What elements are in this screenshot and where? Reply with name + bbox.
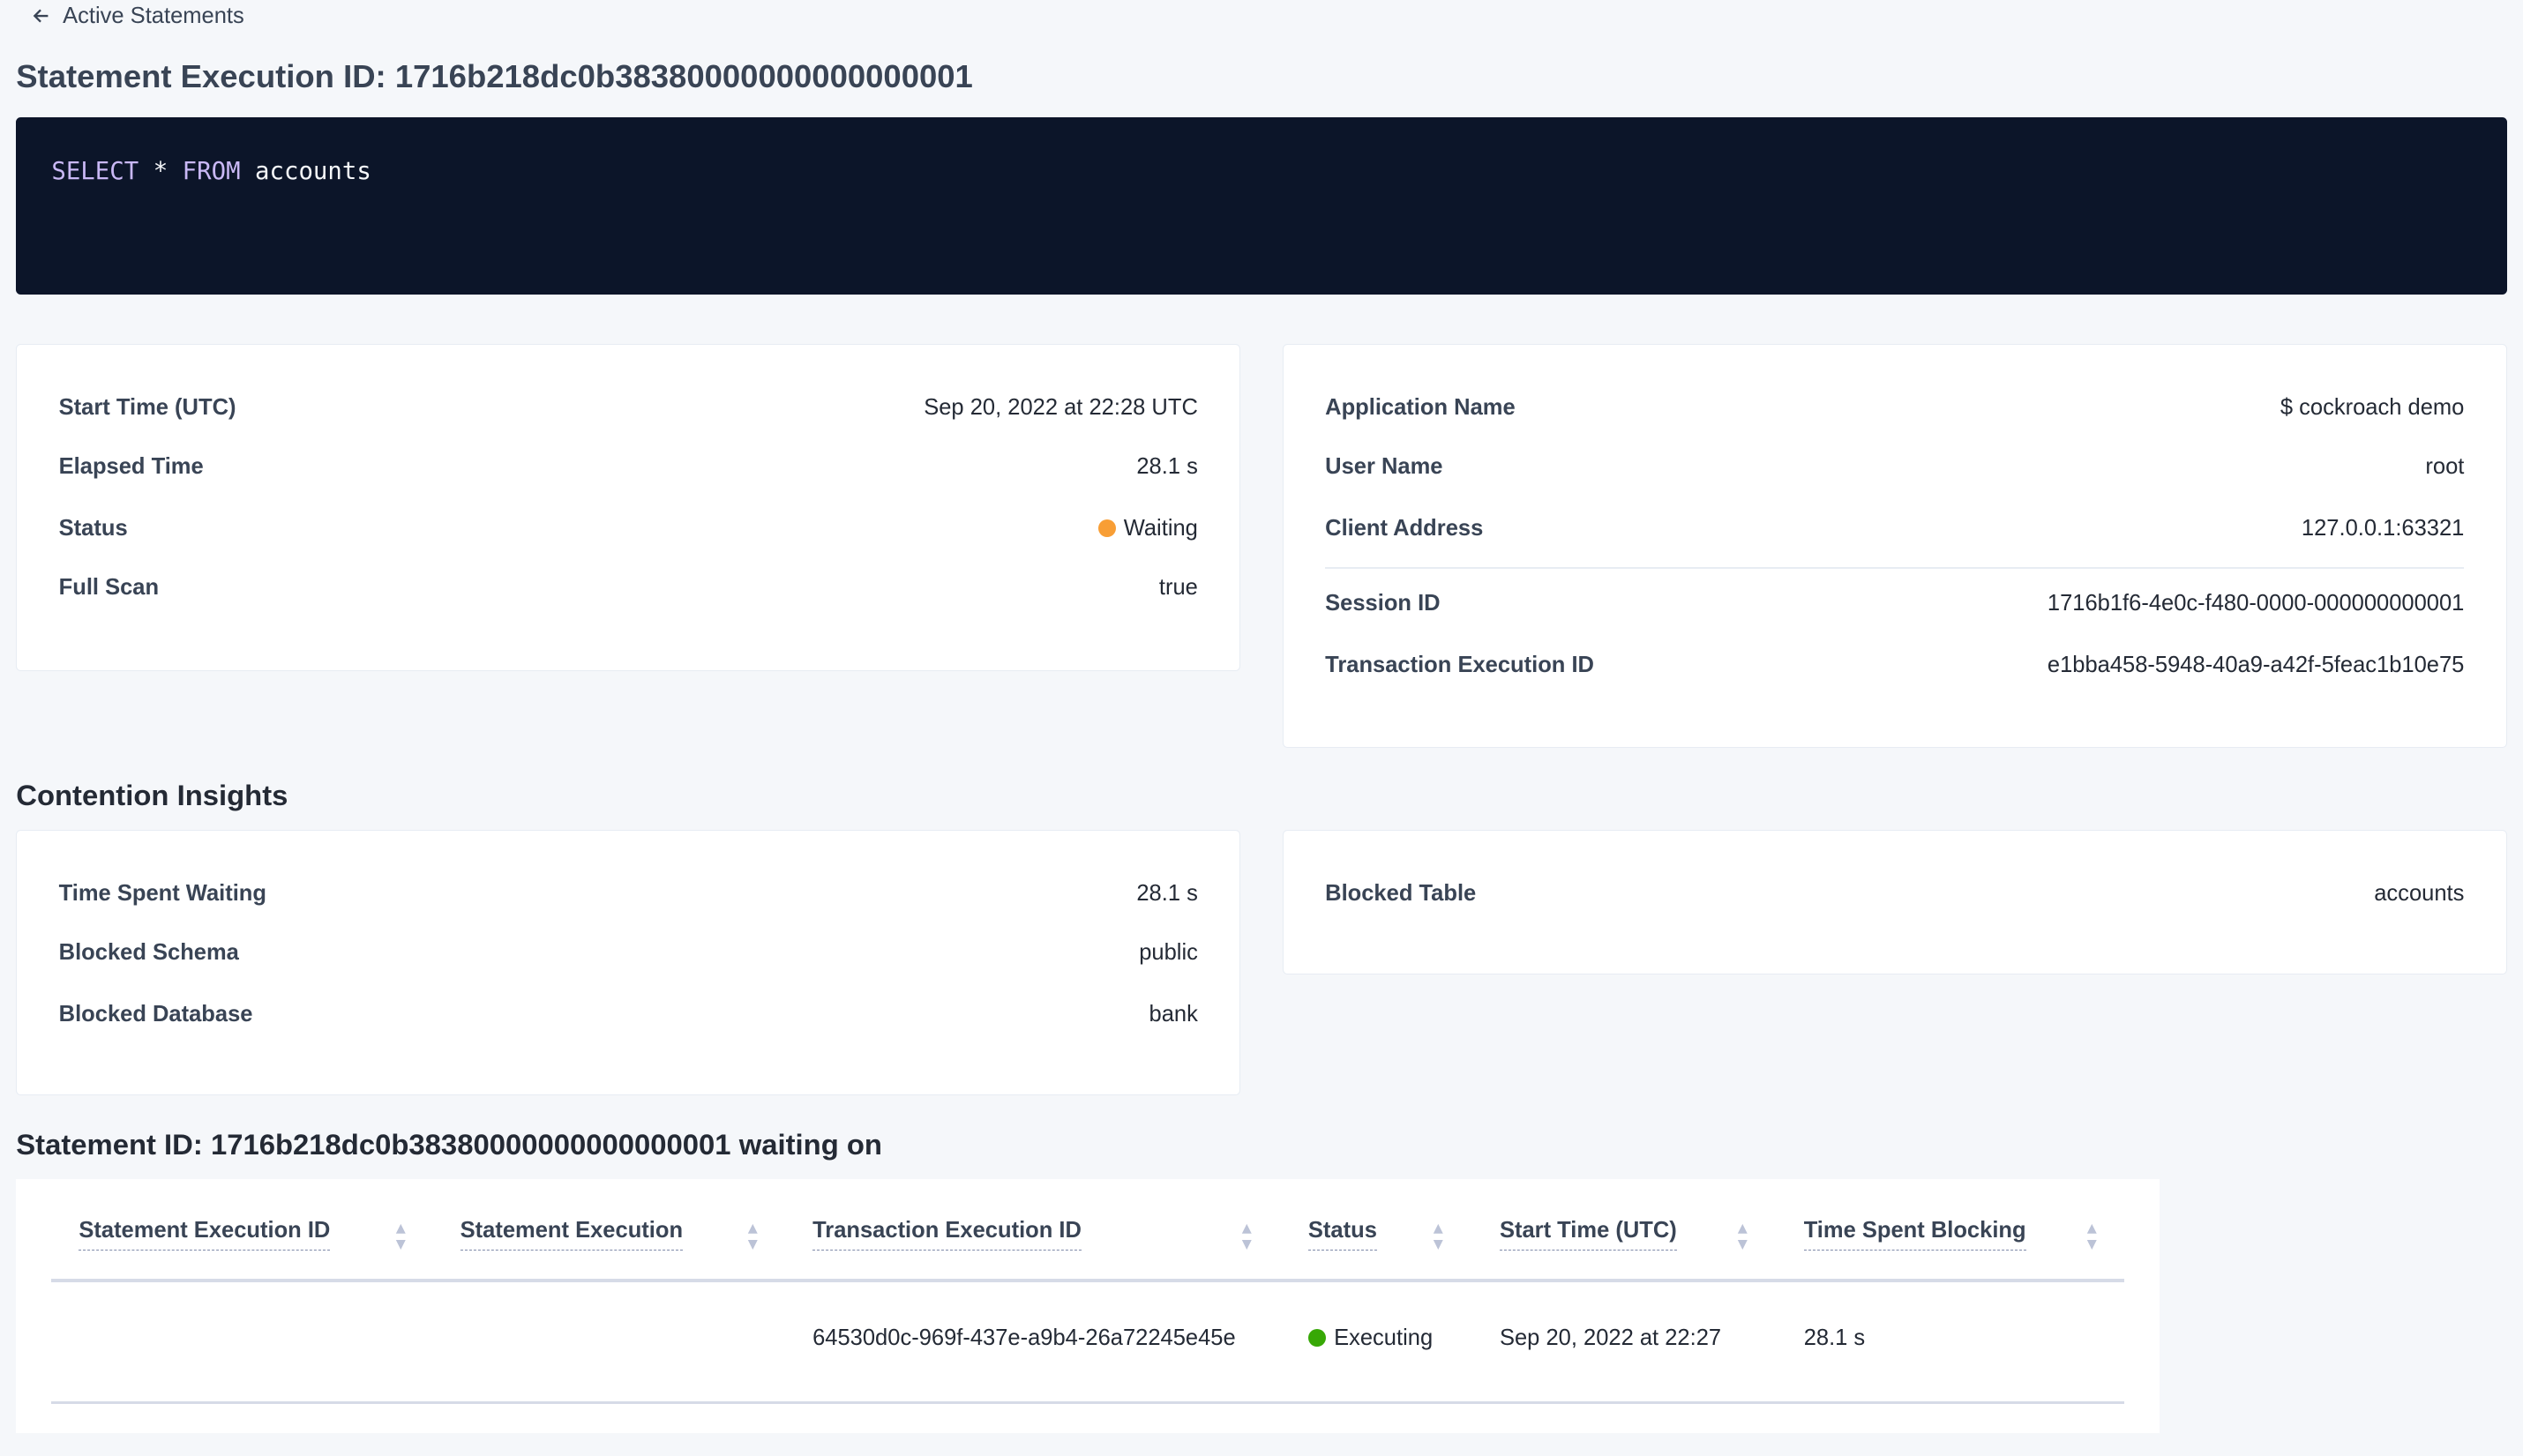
label: Transaction Execution ID xyxy=(1325,652,1594,677)
detail-row-client-address: Client Address 127.0.0.1:63321 xyxy=(1325,512,2464,544)
status-badge: Waiting xyxy=(1097,515,1198,541)
label: Time Spent Waiting xyxy=(58,880,266,906)
contention-right-card: Blocked Table accounts xyxy=(1282,830,2507,975)
detail-row-txn-exec-id: Transaction Execution ID e1bba458-5948-40… xyxy=(1325,649,2464,681)
label: Full Scan xyxy=(58,575,160,601)
value: public xyxy=(1139,940,1198,966)
column-header-start-time[interactable]: Start Time (UTC) xyxy=(1499,1218,1677,1251)
label: Elapsed Time xyxy=(58,454,204,480)
page-title: Statement Execution ID: 1716b218dc0b3838… xyxy=(16,57,973,94)
row-divider xyxy=(51,1400,2124,1405)
back-link-active-statements[interactable]: Active Statements xyxy=(32,3,244,29)
detail-row-session-id: Session ID 1716b1f6-4e0c-f480-0000-000000… xyxy=(1325,588,2464,620)
column-header-time-blocking[interactable]: Time Spent Blocking xyxy=(1803,1218,2026,1251)
status-dot-icon xyxy=(1307,1328,1326,1347)
cell-time-blocking: 28.1 s xyxy=(1803,1325,1866,1350)
contention-left-card: Time Spent Waiting 28.1 s Blocked Schema p… xyxy=(16,830,1241,1096)
label: User Name xyxy=(1325,454,1443,480)
label: Start Time (UTC) xyxy=(58,394,236,420)
session-details-card: Application Name $ cockroach demo User Na… xyxy=(1282,344,2507,749)
value: 127.0.0.1:63321 xyxy=(2301,515,2465,541)
label: Blocked Schema xyxy=(58,940,239,966)
sql-table: accounts xyxy=(255,157,371,185)
detail-row-user-name: User Name root xyxy=(1325,452,2464,483)
detail-row-app-name: Application Name $ cockroach demo xyxy=(1325,392,2464,423)
label: Session ID xyxy=(1325,591,1441,616)
sort-icon[interactable] xyxy=(1432,1222,1445,1251)
detail-row-status: Status Waiting xyxy=(59,512,1198,544)
value: 28.1 s xyxy=(1136,454,1198,480)
status-text: Executing xyxy=(1334,1325,1434,1350)
label: Application Name xyxy=(1325,394,1516,420)
value: 28.1 s xyxy=(1136,880,1198,906)
detail-row-time-waiting: Time Spent Waiting 28.1 s xyxy=(59,877,1198,909)
status-dot-icon xyxy=(1097,519,1116,537)
status-text: Waiting xyxy=(1123,515,1198,541)
sql-operator: * xyxy=(153,157,168,185)
sort-icon[interactable] xyxy=(394,1222,408,1251)
back-link-label: Active Statements xyxy=(63,3,244,28)
sql-keyword: SELECT xyxy=(51,157,139,185)
sort-icon[interactable] xyxy=(1736,1222,1749,1251)
label: Status xyxy=(58,515,128,541)
label: Client Address xyxy=(1325,515,1484,541)
detail-row-full-scan: Full Scan true xyxy=(59,572,1198,604)
label: Blocked Database xyxy=(58,1001,253,1027)
detail-row-blocked-schema: Blocked Schema public xyxy=(59,937,1198,969)
execution-details-card: Start Time (UTC) Sep 20, 2022 at 22:28 UT… xyxy=(16,344,1241,671)
sql-code-block: SELECT * FROM accounts xyxy=(16,117,2507,295)
value: bank xyxy=(1149,1001,1198,1027)
cell-txn-exec-id: 64530d0c-969f-437e-a9b4-26a72245e45e xyxy=(812,1325,1236,1350)
cell-status: Executing xyxy=(1307,1325,1434,1351)
detail-row-start-time: Start Time (UTC) Sep 20, 2022 at 22:28 UT… xyxy=(59,392,1198,423)
session-id-link[interactable]: 1716b1f6-4e0c-f480-0000-000000000001 xyxy=(2047,591,2465,616)
sql-keyword: FROM xyxy=(182,157,241,185)
value: Sep 20, 2022 at 22:28 UTC xyxy=(924,394,1198,420)
column-header-stmt-exec[interactable]: Statement Execution xyxy=(460,1218,684,1251)
column-header-stmt-exec-id[interactable]: Statement Execution ID xyxy=(79,1218,331,1251)
value: true xyxy=(1158,575,1198,601)
detail-row-elapsed-time: Elapsed Time 28.1 s xyxy=(59,452,1198,483)
arrow-left-icon xyxy=(34,9,49,23)
waiting-on-heading: Statement ID: 1716b218dc0b38380000000000… xyxy=(16,1127,882,1161)
cell-start-time: Sep 20, 2022 at 22:27 xyxy=(1499,1325,1722,1350)
detail-row-blocked-database: Blocked Database bank xyxy=(59,998,1198,1030)
value: $ cockroach demo xyxy=(2280,394,2465,420)
column-header-status[interactable]: Status xyxy=(1307,1218,1377,1251)
column-header-txn-exec-id[interactable]: Transaction Execution ID xyxy=(812,1218,1082,1251)
label: Blocked Table xyxy=(1325,880,1477,906)
sort-icon[interactable] xyxy=(746,1222,760,1251)
transaction-id-link[interactable]: e1bba458-5948-40a9-a42f-5feac1b10e75 xyxy=(2047,652,2465,677)
waiting-table: Statement Execution ID Statement Executi… xyxy=(16,1178,2160,1434)
sort-icon[interactable] xyxy=(1240,1222,1254,1251)
header-divider xyxy=(51,1279,2124,1282)
divider xyxy=(1325,567,2465,569)
contention-insights-heading: Contention Insights xyxy=(16,778,288,811)
sort-icon[interactable] xyxy=(2085,1222,2099,1251)
value: root xyxy=(2425,454,2465,480)
value: accounts xyxy=(2374,880,2465,906)
detail-row-blocked-table: Blocked Table accounts xyxy=(1325,877,2464,909)
